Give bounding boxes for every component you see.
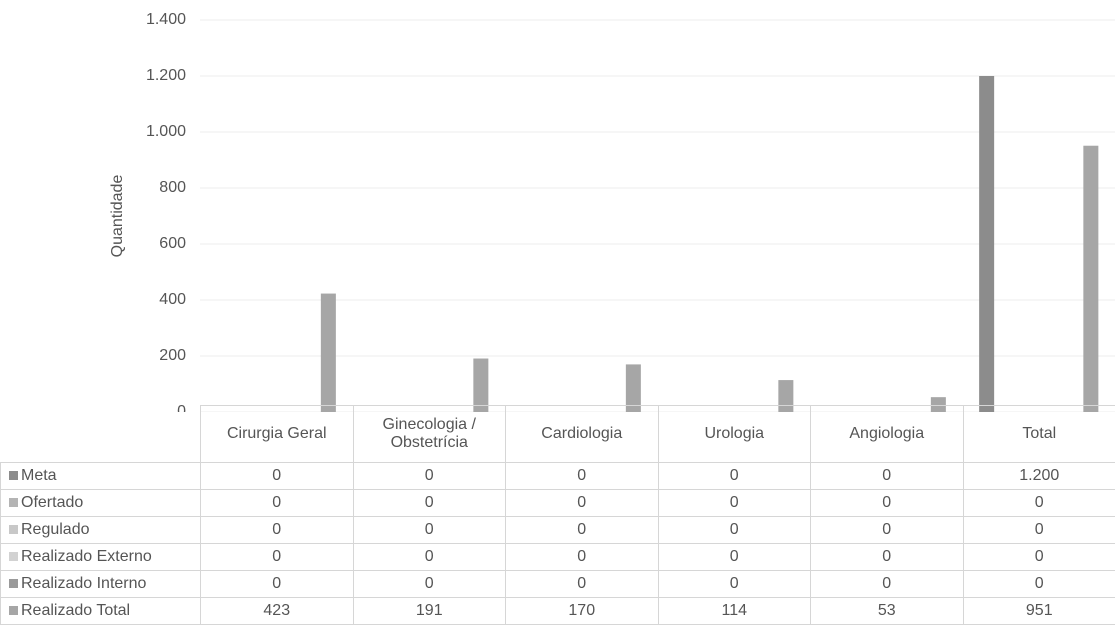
bar <box>1083 145 1099 412</box>
corner <box>1 406 201 463</box>
table-value: 53 <box>810 597 964 625</box>
table-value: 0 <box>810 543 964 571</box>
table-value: 0 <box>505 489 659 517</box>
table-value: 0 <box>810 462 964 490</box>
table-value: 0 <box>200 543 354 571</box>
series-row: Regulado 0 0 0 0 0 0 <box>0 516 1115 544</box>
legend-label: Regulado <box>21 521 90 538</box>
table-value: 0 <box>657 516 811 544</box>
x-tick-label: Cardiologia <box>505 405 659 463</box>
x-tick-label: Ginecologia / Obstetrícia <box>352 405 506 463</box>
table-value: 0 <box>200 489 354 517</box>
data-table: Cirurgia Geral Ginecologia / Obstetrícia C… <box>0 405 1115 625</box>
table-value: 0 <box>810 489 964 517</box>
legend-swatch <box>9 552 18 561</box>
table-value: 0 <box>962 570 1115 598</box>
table-value: 0 <box>657 489 811 517</box>
table-value: 423 <box>200 597 354 625</box>
y-tick-label: 1.200 <box>146 67 186 84</box>
legend-entry: Realizado Interno <box>0 570 201 598</box>
bar <box>320 293 336 412</box>
legend-label: Realizado Total <box>21 602 131 619</box>
table-value: 0 <box>962 516 1115 544</box>
table-value: 0 <box>657 570 811 598</box>
legend-entry: Realizado Externo <box>0 543 201 571</box>
legend-entry: Regulado <box>0 516 201 544</box>
table-value: 0 <box>505 516 659 544</box>
legend-swatch <box>9 606 18 615</box>
table-value: 0 <box>352 489 506 517</box>
series-row: Realizado Interno 0 0 0 0 0 0 <box>0 570 1115 598</box>
table-value: 0 <box>352 462 506 490</box>
legend-swatch <box>9 498 18 507</box>
bar <box>625 364 641 412</box>
legend-entry: Meta <box>0 462 201 490</box>
x-tick-label: Total <box>962 405 1115 463</box>
bar <box>473 358 489 412</box>
table-value: 0 <box>352 543 506 571</box>
table-value: 0 <box>962 543 1115 571</box>
legend-label: Ofertado <box>21 494 84 511</box>
table-value: 0 <box>505 570 659 598</box>
table-value: 0 <box>657 462 811 490</box>
legend-label: Realizado Interno <box>21 575 147 592</box>
legend-swatch <box>9 471 18 480</box>
y-tick-label: 800 <box>159 179 186 196</box>
table-value: 0 <box>352 570 506 598</box>
legend-entry: Ofertado <box>0 489 201 517</box>
bar <box>979 76 995 412</box>
series-row: Meta 0 0 0 0 0 1.200 <box>0 462 1115 490</box>
y-tick-label: 0 <box>177 403 186 412</box>
table-value: 0 <box>200 462 354 490</box>
table-value: 170 <box>505 597 659 625</box>
plot: Quantidade 0 200 400 600 800 1.000 1.200 1.400 <box>109 11 1115 412</box>
table-value: 0 <box>200 516 354 544</box>
series-row: Ofertado 0 0 0 0 0 0 <box>0 489 1115 517</box>
legend-label: Realizado Externo <box>21 548 152 565</box>
table-value: 0 <box>200 570 354 598</box>
y-tick-label: 1.000 <box>146 123 186 140</box>
y-tick-label: 400 <box>159 291 186 308</box>
y-tick-label: 1.400 <box>146 11 186 28</box>
legend-entry: Realizado Total <box>0 597 201 625</box>
legend-swatch <box>9 579 18 588</box>
table-value: 114 <box>657 597 811 625</box>
legend-swatch <box>9 525 18 534</box>
table-value: 1.200 <box>962 462 1115 490</box>
x-tick-label: Cirurgia Geral <box>200 405 354 463</box>
table-value: 0 <box>810 516 964 544</box>
table-value: 0 <box>810 570 964 598</box>
bar <box>778 380 794 412</box>
table-value: 0 <box>962 489 1115 517</box>
y-tick-label: 200 <box>159 347 186 364</box>
x-tick-label: Urologia <box>657 405 811 463</box>
series-row: Realizado Externo 0 0 0 0 0 0 <box>0 543 1115 571</box>
table-value: 0 <box>505 462 659 490</box>
y-axis-title: Quantidade <box>109 175 126 258</box>
table-value: 191 <box>352 597 506 625</box>
x-tick-label: Angiologia <box>810 405 964 463</box>
y-tick-label: 600 <box>159 235 186 252</box>
header-row: Cirurgia Geral Ginecologia / Obstetrícia C… <box>1 405 1115 463</box>
table-value: 0 <box>352 516 506 544</box>
series-row: Realizado Total 423 191 170 114 53 951 <box>0 597 1115 625</box>
table-value: 951 <box>962 597 1115 625</box>
table-value: 0 <box>657 543 811 571</box>
legend-label: Meta <box>21 467 57 484</box>
table-value: 0 <box>505 543 659 571</box>
